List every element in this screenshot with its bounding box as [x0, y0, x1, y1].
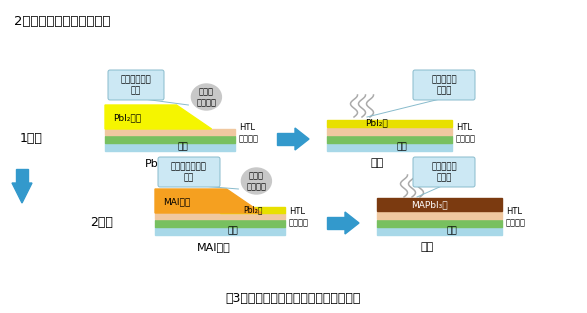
- Bar: [220, 207, 285, 213]
- Ellipse shape: [191, 84, 221, 110]
- FancyBboxPatch shape: [413, 157, 475, 187]
- Bar: [327, 128, 452, 135]
- Text: 乾燥: 乾燥: [370, 158, 384, 168]
- Bar: [155, 227, 285, 235]
- FancyBboxPatch shape: [108, 70, 164, 100]
- Text: 基板: 基板: [228, 227, 238, 235]
- Text: アプリ
ケーター: アプリ ケーター: [197, 87, 217, 107]
- Text: MAI塗布: MAI塗布: [197, 242, 230, 252]
- Bar: [377, 220, 502, 227]
- Text: 乾燥条件の
適正化: 乾燥条件の 適正化: [431, 162, 457, 182]
- Text: 図3：大面積向けの塗布プロセスの開発: 図3：大面積向けの塗布プロセスの開発: [225, 292, 360, 305]
- Text: PbI₂膜: PbI₂膜: [243, 206, 262, 214]
- Text: MAPbI₃膜: MAPbI₃膜: [411, 200, 448, 209]
- Text: 基板: 基板: [397, 142, 407, 151]
- Text: HTL
透明電極: HTL 透明電極: [289, 207, 309, 227]
- Text: アプリ
ケーター: アプリ ケーター: [247, 171, 266, 191]
- Text: 乾燥: 乾燥: [420, 242, 434, 252]
- Text: 乾燥条件の
適正化: 乾燥条件の 適正化: [431, 75, 457, 95]
- Text: インク相成の
工夫: インク相成の 工夫: [120, 75, 151, 95]
- Polygon shape: [155, 189, 262, 213]
- Bar: [105, 129, 235, 135]
- Text: MAI溶液: MAI溶液: [163, 198, 190, 207]
- Text: 基板: 基板: [447, 227, 457, 235]
- Polygon shape: [12, 183, 32, 203]
- Text: プロセス条件の
制御: プロセス条件の 制御: [171, 162, 207, 182]
- Bar: [155, 213, 285, 219]
- Text: 2液目: 2液目: [90, 217, 113, 229]
- Bar: [277, 133, 295, 145]
- Text: 2ステッププロセスの開発: 2ステッププロセスの開発: [14, 15, 110, 28]
- Text: 1液目: 1液目: [20, 132, 43, 146]
- Bar: [155, 220, 285, 227]
- Text: PbI₂溶液: PbI₂溶液: [113, 114, 141, 122]
- Polygon shape: [105, 105, 211, 129]
- Text: PbI₂膜: PbI₂膜: [366, 119, 389, 127]
- Bar: [327, 217, 345, 229]
- Bar: [105, 136, 235, 143]
- FancyBboxPatch shape: [413, 70, 475, 100]
- Text: HTL
透明電極: HTL 透明電極: [239, 123, 259, 143]
- Bar: [377, 212, 502, 219]
- Text: PbI2塗布: PbI2塗布: [145, 158, 182, 168]
- Text: 基板: 基板: [178, 142, 188, 151]
- Bar: [327, 136, 452, 143]
- Text: HTL
透明電極: HTL 透明電極: [506, 207, 526, 227]
- Bar: [327, 120, 452, 127]
- FancyBboxPatch shape: [158, 157, 220, 187]
- Bar: [377, 198, 502, 211]
- Ellipse shape: [241, 168, 271, 194]
- Bar: [377, 227, 502, 235]
- Polygon shape: [345, 212, 359, 234]
- Bar: [327, 143, 452, 151]
- Bar: [16, 169, 28, 183]
- Text: HTL
透明電極: HTL 透明電極: [456, 123, 476, 143]
- Bar: [105, 143, 235, 151]
- Polygon shape: [295, 128, 309, 150]
